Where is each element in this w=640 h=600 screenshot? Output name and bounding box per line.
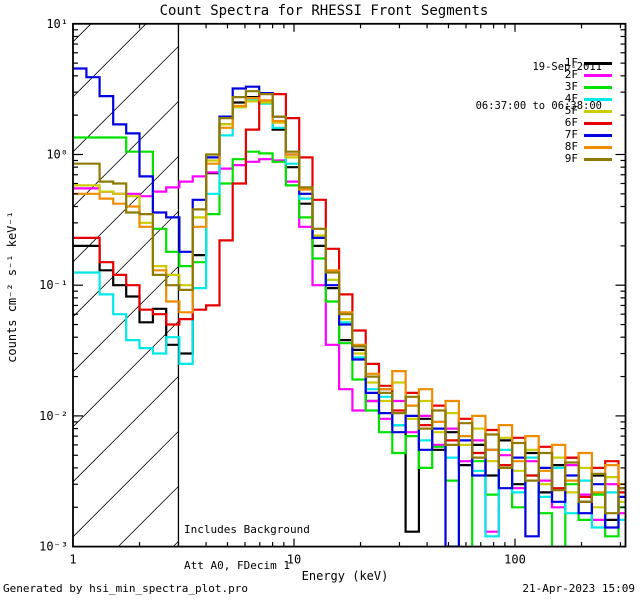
legend-label-1f: 1F xyxy=(564,56,578,69)
y-tick-label: 10⁻³ xyxy=(39,540,68,554)
legend-swatch-7f xyxy=(584,133,612,137)
x-axis-label: Energy (keV) xyxy=(301,569,389,583)
legend-swatch-4f xyxy=(584,97,612,101)
note-background: Includes Background xyxy=(184,523,310,536)
legend-swatch-9f xyxy=(584,157,612,161)
chart-title: Count Spectra for RHESSI Front Segments xyxy=(159,3,489,19)
legend-label-2f: 2F xyxy=(564,68,578,81)
legend-swatch-3f xyxy=(584,85,612,89)
legend-row-9f: 9F xyxy=(480,153,612,165)
legend-row-3f: 3F xyxy=(480,81,612,93)
series-path-9f xyxy=(73,90,626,515)
legend-row-1f: 1F xyxy=(480,57,612,69)
legend: 1F 2F 3F 4F 5F 6F 7F 8F 9F xyxy=(480,57,612,165)
legend-swatch-1f xyxy=(584,61,612,65)
hatch-line xyxy=(72,46,179,153)
legend-swatch-2f xyxy=(584,73,612,77)
observation-time-range: 06:37:00 to 06:38:00 xyxy=(475,100,602,112)
series-path-3f xyxy=(73,136,626,547)
hatch-line xyxy=(72,23,92,43)
y-axis-label: counts cm⁻² s⁻¹ keV⁻¹ xyxy=(5,211,19,363)
legend-label-5f: 5F xyxy=(564,104,578,117)
y-tick-label: 10⁰ xyxy=(46,148,68,162)
hatch-line xyxy=(117,486,179,547)
x-tick-label: 10 xyxy=(287,553,301,567)
note-attenuator: Att A0, FDecim 1 xyxy=(184,559,290,572)
plot-note: Includes Background Att A0, FDecim 1 xyxy=(184,500,310,596)
legend-label-9f: 9F xyxy=(564,152,578,165)
legend-row-6f: 6F xyxy=(480,117,612,129)
y-tick-label: 10⁻¹ xyxy=(39,278,68,292)
legend-label-7f: 7F xyxy=(564,128,578,141)
x-tick-label: 1 xyxy=(69,553,76,567)
y-tick-label: 10⁻² xyxy=(39,409,68,423)
legend-row-4f: 4F xyxy=(480,93,612,105)
generated-by-text: Generated by hsi_min_spectra_plot.pro xyxy=(3,582,249,595)
hatch-line xyxy=(72,321,179,428)
legend-row-2f: 2F xyxy=(480,69,612,81)
legend-label-4f: 4F xyxy=(564,92,578,105)
legend-label-8f: 8F xyxy=(564,140,578,153)
legend-label-6f: 6F xyxy=(564,116,578,129)
series-path-2f xyxy=(73,158,626,533)
legend-row-5f: 5F xyxy=(480,105,612,117)
legend-swatch-6f xyxy=(584,121,612,125)
legend-swatch-8f xyxy=(584,145,612,149)
hatch-line xyxy=(72,431,179,538)
hatch-line xyxy=(72,376,179,483)
spectra-curves xyxy=(73,67,626,547)
legend-swatch-5f xyxy=(584,109,612,113)
legend-label-3f: 3F xyxy=(564,80,578,93)
hatch-line xyxy=(72,23,147,98)
render-timestamp: 21-Apr-2023 15:09 xyxy=(522,582,635,595)
legend-row-7f: 7F xyxy=(480,129,612,141)
hatch-line xyxy=(72,211,179,318)
tick-labels: 1 10 100 10¹ 10⁰ 10⁻¹ 10⁻² 10⁻³ xyxy=(39,17,526,567)
x-tick-label: 100 xyxy=(504,553,526,567)
legend-row-8f: 8F xyxy=(480,141,612,153)
axis-ticks xyxy=(72,23,626,548)
y-tick-label: 10¹ xyxy=(46,17,68,31)
